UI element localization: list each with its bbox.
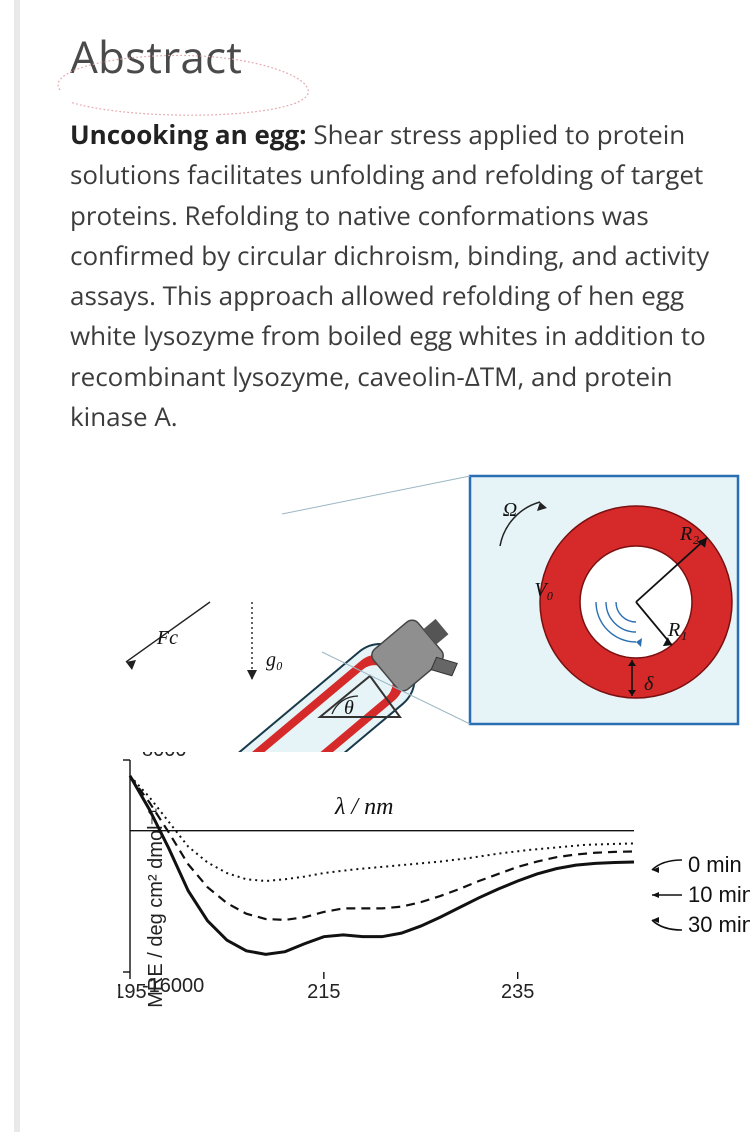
abstract-paragraph: Uncooking an egg: Shear stress applied t… <box>70 114 734 436</box>
svg-text:V₀: V₀ <box>534 579 553 601</box>
svg-text:θ: θ <box>344 697 354 719</box>
svg-text:215: 215 <box>307 981 340 1003</box>
svg-text:Fc: Fc <box>156 627 178 649</box>
cd-spectrum-chart: MRE / deg cm² dmol⁻¹ λ / nm 8000-1600019… <box>70 752 750 1052</box>
abstract-lead: Uncooking an egg: <box>70 116 307 152</box>
legend-item: 10 min <box>650 880 750 910</box>
svg-text:235: 235 <box>501 981 534 1003</box>
svg-text:195: 195 <box>118 981 147 1003</box>
abstract-figure: θFcg₀ΩV₀R₂R₁δ MRE / deg cm² dmol⁻¹ λ / n… <box>70 462 750 1052</box>
left-border-rule <box>14 0 20 1132</box>
abstract-text: Shear stress applied to protein solution… <box>70 116 709 434</box>
svg-text:R₂: R₂ <box>679 523 699 545</box>
abstract-heading: Abstract <box>70 26 740 86</box>
legend-item: 30 min <box>650 910 750 940</box>
svg-text:R₁: R₁ <box>667 619 687 641</box>
svg-text:Ω: Ω <box>503 499 517 521</box>
cd-chart-svg: 8000 -16000195 215 235 <box>118 752 678 1042</box>
legend-label: 10 min <box>688 880 750 910</box>
legend-item: 0 min <box>650 850 750 880</box>
legend-label: 0 min <box>688 850 742 880</box>
chart-legend: 0 min10 min30 min <box>650 850 750 939</box>
svg-text:g₀: g₀ <box>266 649 283 671</box>
svg-text:δ: δ <box>644 673 654 695</box>
svg-text:-16000: -16000 <box>142 975 204 997</box>
vortex-device-diagram: θ Fc g₀ Ω V₀ R₂ R₁ δ <box>70 462 750 752</box>
svg-text:8000: 8000 <box>142 752 187 761</box>
legend-label: 30 min <box>688 910 750 940</box>
